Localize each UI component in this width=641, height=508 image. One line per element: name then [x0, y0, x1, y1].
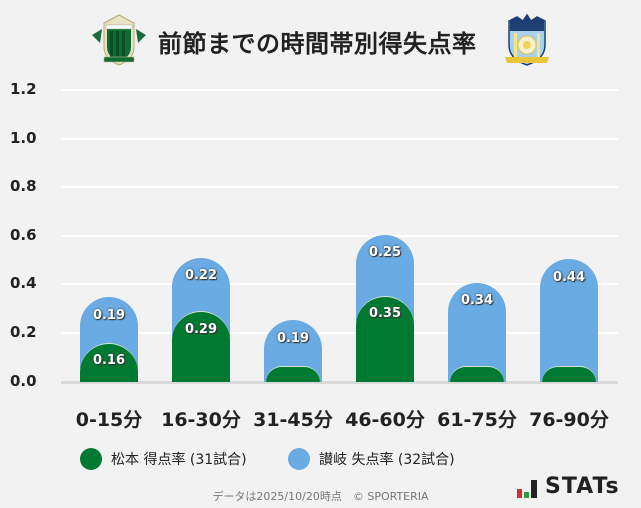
- bar-value-label: 0.22: [184, 268, 218, 283]
- gridline: [61, 138, 618, 140]
- y-tick-label: 0.0: [10, 372, 37, 390]
- y-tick-label: 0.8: [10, 177, 37, 195]
- bar-home-31-45[interactable]: [266, 366, 320, 382]
- gridline: [61, 332, 618, 334]
- bar-value-label: 0.19: [276, 331, 310, 346]
- bar-away-76-90[interactable]: [540, 259, 598, 382]
- chart-title: 前節までの時間帯別得失点率: [158, 30, 477, 58]
- x-axis-line: [61, 381, 618, 384]
- bar-home-16-30[interactable]: [172, 311, 230, 382]
- stats-brand-text: STATs: [545, 474, 620, 499]
- bar-home-61-75[interactable]: [450, 366, 504, 382]
- sanuki-crest-icon: [505, 13, 549, 66]
- bar-value-label: 0.29: [184, 322, 218, 337]
- legend-item-away[interactable]: 讃岐 失点率 (32試合): [288, 448, 455, 470]
- legend-label: 松本 得点率 (31試合): [111, 452, 247, 468]
- x-tick-label: 61-75分: [437, 409, 517, 431]
- y-tick-label: 0.6: [10, 226, 37, 244]
- bar-value-label: 0.25: [368, 245, 402, 260]
- gridline: [61, 89, 618, 91]
- bar-value-label: 0.44: [552, 270, 586, 285]
- legend-marker-blue-icon: [288, 448, 310, 470]
- gridline: [61, 186, 618, 188]
- matsumoto-crest-icon: [92, 14, 146, 66]
- y-tick-label: 1.2: [10, 80, 37, 98]
- bar-value-label: 0.19: [92, 308, 126, 323]
- y-tick-label: 1.0: [10, 129, 37, 147]
- y-tick-label: 0.2: [10, 323, 37, 341]
- y-tick-label: 0.4: [10, 274, 37, 292]
- bar-value-label: 0.34: [460, 293, 494, 308]
- bar-home-46-60[interactable]: [356, 296, 414, 382]
- bar-home-0-15[interactable]: [80, 343, 138, 382]
- gridline: [61, 283, 618, 285]
- bar-home-76-90[interactable]: [542, 366, 596, 382]
- bar-value-label: 0.35: [368, 306, 402, 321]
- legend-item-home[interactable]: 松本 得点率 (31試合): [80, 448, 247, 470]
- gridline: [61, 235, 618, 237]
- stats-bar-chart-icon: [517, 480, 537, 498]
- x-tick-label: 31-45分: [253, 409, 333, 431]
- legend-label: 讃岐 失点率 (32試合): [319, 452, 455, 468]
- chart-plot-area: 1.2 1.0 0.8 0.6 0.4 0.2 0.0 0.19 0.16 0.…: [10, 80, 618, 431]
- x-tick-label: 76-90分: [529, 409, 609, 431]
- stats-logo: STATs: [517, 476, 620, 498]
- footer-note: データは2025/10/20時点 © SPORTERIA: [212, 490, 429, 503]
- x-tick-label: 46-60分: [345, 409, 425, 431]
- x-tick-label: 0-15分: [75, 409, 143, 431]
- bar-value-label: 0.16: [92, 353, 126, 368]
- legend-marker-green-icon: [80, 448, 102, 470]
- x-tick-label: 16-30分: [161, 409, 241, 431]
- chart-header: 前節までの時間帯別得失点率: [0, 0, 641, 80]
